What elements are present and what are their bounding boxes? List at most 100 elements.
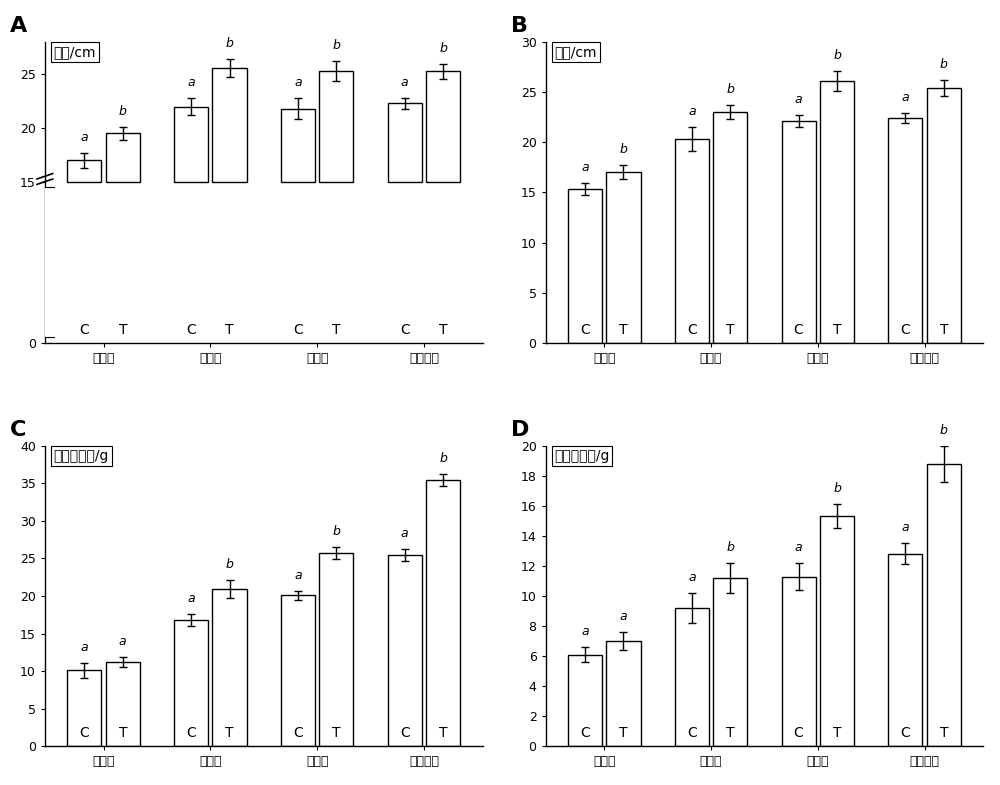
Text: C: C xyxy=(186,726,196,740)
Text: b: b xyxy=(226,558,234,571)
Text: T: T xyxy=(439,726,447,740)
Bar xyxy=(212,590,247,747)
Text: C: C xyxy=(901,323,910,337)
Text: T: T xyxy=(119,323,127,337)
Text: b: b xyxy=(833,482,841,495)
Text: T: T xyxy=(439,323,447,337)
Bar xyxy=(927,464,961,747)
Text: a: a xyxy=(187,76,195,89)
Text: C: C xyxy=(400,726,410,740)
Text: C: C xyxy=(687,726,697,740)
Text: 根长/cm: 根长/cm xyxy=(554,46,597,59)
Bar xyxy=(106,663,140,747)
Bar xyxy=(713,112,747,343)
Text: b: b xyxy=(332,39,340,53)
Text: b: b xyxy=(726,83,734,97)
Text: b: b xyxy=(226,38,234,50)
Text: T: T xyxy=(332,726,341,740)
Text: T: T xyxy=(225,726,234,740)
Text: T: T xyxy=(833,323,841,337)
Bar xyxy=(40,187,488,338)
Bar xyxy=(606,173,641,343)
Text: T: T xyxy=(119,726,127,740)
Bar xyxy=(426,71,460,181)
Text: b: b xyxy=(833,49,841,62)
Text: b: b xyxy=(940,424,948,436)
Bar xyxy=(820,81,854,343)
Bar xyxy=(281,595,315,747)
Text: a: a xyxy=(795,93,802,106)
Text: T: T xyxy=(940,323,948,337)
Text: C: C xyxy=(293,726,303,740)
Text: C: C xyxy=(10,420,26,440)
Text: b: b xyxy=(940,58,948,71)
Text: T: T xyxy=(619,726,628,740)
Text: a: a xyxy=(620,610,627,623)
Text: b: b xyxy=(439,42,447,55)
Text: T: T xyxy=(726,323,735,337)
Text: a: a xyxy=(187,592,195,605)
Text: 株高/cm: 株高/cm xyxy=(54,46,96,59)
Bar xyxy=(174,107,208,181)
Text: B: B xyxy=(511,16,528,36)
Bar xyxy=(319,71,353,181)
Bar xyxy=(713,578,747,747)
Text: T: T xyxy=(225,323,234,337)
Bar xyxy=(174,620,208,747)
Text: b: b xyxy=(726,541,734,554)
Text: b: b xyxy=(439,452,447,466)
Text: C: C xyxy=(794,323,803,337)
Text: C: C xyxy=(901,726,910,740)
Text: C: C xyxy=(186,323,196,337)
Text: T: T xyxy=(726,726,735,740)
Text: a: a xyxy=(401,76,409,89)
Text: C: C xyxy=(293,323,303,337)
Bar xyxy=(782,576,816,747)
Bar xyxy=(67,160,101,181)
Text: T: T xyxy=(332,323,341,337)
Bar xyxy=(888,119,922,343)
Bar xyxy=(319,553,353,747)
Bar xyxy=(426,480,460,747)
Text: a: a xyxy=(688,105,696,119)
Text: b: b xyxy=(119,105,127,118)
Text: C: C xyxy=(580,323,590,337)
Text: a: a xyxy=(294,76,302,89)
Text: a: a xyxy=(401,527,409,540)
Text: C: C xyxy=(687,323,697,337)
Text: C: C xyxy=(79,323,89,337)
Text: b: b xyxy=(332,525,340,539)
Bar xyxy=(820,517,854,747)
Text: a: a xyxy=(795,541,802,554)
Bar xyxy=(106,133,140,181)
Bar xyxy=(67,670,101,747)
Text: b: b xyxy=(620,144,627,156)
Text: C: C xyxy=(794,726,803,740)
Text: 地上部鲜重/g: 地上部鲜重/g xyxy=(54,449,109,463)
Bar xyxy=(927,88,961,343)
Bar xyxy=(782,122,816,343)
Text: T: T xyxy=(619,323,628,337)
Bar xyxy=(888,554,922,747)
Bar xyxy=(675,139,709,343)
Text: T: T xyxy=(940,726,948,740)
Bar xyxy=(606,641,641,747)
Text: 地下部鲜重/g: 地下部鲜重/g xyxy=(554,449,610,463)
Text: A: A xyxy=(10,16,27,36)
Bar xyxy=(388,555,422,747)
Text: C: C xyxy=(79,726,89,740)
Bar xyxy=(568,655,602,747)
Text: a: a xyxy=(294,569,302,582)
Text: a: a xyxy=(81,130,88,144)
Text: a: a xyxy=(902,521,909,535)
Text: T: T xyxy=(833,726,841,740)
Text: a: a xyxy=(902,91,909,104)
Text: C: C xyxy=(580,726,590,740)
Bar xyxy=(281,108,315,181)
Bar xyxy=(568,189,602,343)
Text: a: a xyxy=(119,635,127,648)
Bar xyxy=(388,104,422,181)
Text: C: C xyxy=(400,323,410,337)
Text: D: D xyxy=(511,420,529,440)
Text: a: a xyxy=(581,162,589,174)
